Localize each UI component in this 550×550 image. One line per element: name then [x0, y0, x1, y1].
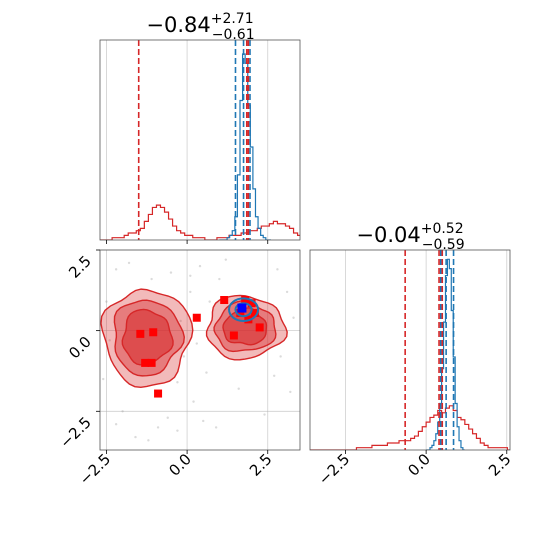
scatter-point-7	[189, 290, 192, 294]
contour-b-1	[234, 302, 253, 318]
y-marginal-tick-label-0: −2.5	[315, 450, 353, 488]
scatter-point-12	[176, 429, 179, 432]
scatter-point-3	[198, 264, 202, 268]
scatter-point-13	[134, 435, 137, 439]
scatter-point-6	[285, 290, 289, 294]
sample-marker-1	[149, 328, 158, 337]
scatter-point-23	[214, 426, 218, 429]
contour-fill-0-2	[122, 309, 174, 365]
scatter-point-17	[179, 319, 182, 323]
y-marginal-frame	[309, 249, 511, 451]
scatter-point-15	[205, 371, 208, 374]
scatter-point-21	[263, 413, 266, 416]
y-marginal-hist-b	[426, 258, 465, 450]
scatter-point-32	[272, 374, 276, 378]
joint-frame	[99, 249, 301, 451]
sample-marker-6	[220, 296, 229, 304]
scatter-point-14	[114, 422, 118, 426]
y-marginal-tick-label-1: 0.0	[404, 450, 434, 480]
sample-marker-7	[229, 331, 238, 340]
panel-title-0: −0.84+2.71	[146, 11, 253, 37]
sample-marker-0	[136, 329, 145, 338]
y-marginal-tick-label-2: 2.5	[485, 450, 515, 480]
scatter-point-11	[192, 400, 195, 403]
scatter-point-2	[169, 271, 173, 274]
panel-title-1: −0.04+0.52	[356, 221, 463, 247]
title-median-1: −0.04	[356, 223, 420, 247]
truth-marker	[237, 303, 247, 313]
joint-x-tick-label-1: 0.0	[165, 450, 195, 480]
title-plus-1: +0.52	[421, 221, 464, 237]
sample-marker-13	[241, 296, 250, 304]
joint-y-tick-label-2: 2.5	[65, 252, 95, 282]
title-minus-0: −0.61	[212, 27, 255, 43]
title-median-0: −0.84	[146, 13, 210, 37]
scatter-point-28	[218, 277, 221, 281]
contour-line-1-0	[205, 294, 288, 361]
contour-b-0	[228, 297, 260, 322]
title-plus-0: +2.71	[211, 11, 254, 27]
scatter-point-33	[121, 410, 124, 413]
y-marginal-hist-a	[310, 405, 510, 450]
scatter-point-8	[105, 300, 108, 303]
scatter-point-0	[114, 268, 118, 271]
title-minus-1: −0.59	[422, 237, 465, 253]
scatter-point-10	[182, 355, 186, 358]
scatter-point-4	[224, 258, 228, 261]
sample-marker-12	[247, 299, 256, 308]
y-marginal-panel	[310, 250, 510, 450]
scatter-point-18	[279, 355, 282, 358]
x-marginal-panel	[100, 40, 300, 240]
sample-marker-4	[154, 389, 163, 398]
sample-marker-10	[250, 308, 259, 317]
scatter-point-34	[156, 426, 160, 429]
joint-y-tick-label-0: −2.5	[56, 413, 94, 451]
scatter-point-29	[150, 277, 153, 281]
joint-line-group	[100, 288, 288, 398]
scatter-point-1	[127, 261, 131, 265]
scatter-point-9	[102, 377, 105, 381]
sample-marker-8	[236, 308, 245, 317]
joint-x-tick-label-0: −2.5	[76, 450, 114, 488]
contour-line-0-0	[100, 288, 194, 389]
x-marginal-hist-a	[100, 204, 300, 240]
line-layer	[100, 40, 510, 450]
axes-layer	[96, 39, 511, 454]
joint-x-tick-label-2: 2.5	[246, 450, 276, 480]
contour-line-0-2	[121, 308, 174, 366]
sample-marker-5	[192, 313, 201, 322]
sample-marker-3	[147, 358, 156, 367]
scatter-point-19	[289, 390, 292, 394]
fill-layer	[100, 258, 295, 442]
x-marginal-hist-b	[219, 53, 271, 240]
scatter-point-27	[292, 316, 295, 319]
sample-marker-2	[141, 358, 150, 367]
scatter-point-25	[108, 339, 111, 342]
sample-marker-11	[255, 323, 264, 332]
scatter-point-26	[195, 342, 198, 345]
scatter-point-24	[147, 439, 150, 442]
scatter-point-22	[166, 416, 169, 419]
joint-y-tick-label-1: 0.0	[65, 333, 95, 363]
x-marginal-frame	[99, 39, 301, 241]
scatter-point-20	[237, 387, 240, 390]
scatter-point-30	[176, 381, 179, 384]
scatter-point-5	[276, 268, 279, 271]
scatter-point-16	[208, 300, 211, 303]
contour-line-0-1	[113, 299, 186, 377]
joint-fill-group	[100, 258, 295, 442]
scatter-point-35	[189, 274, 192, 278]
scatter-point-31	[202, 419, 205, 423]
